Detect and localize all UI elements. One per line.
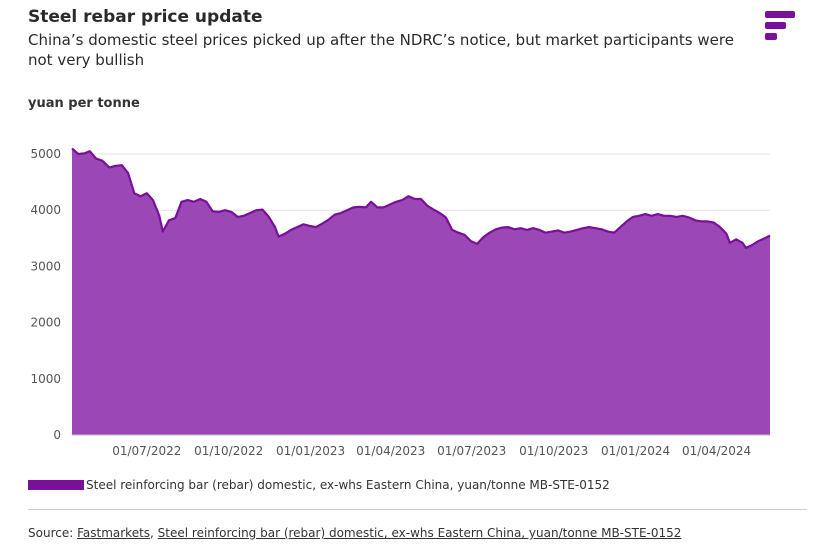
x-tick-label: 01/07/2023 bbox=[437, 444, 506, 458]
area-fill bbox=[72, 148, 770, 435]
divider bbox=[28, 509, 807, 510]
x-tick-label: 01/10/2023 bbox=[519, 444, 588, 458]
legend: Steel reinforcing bar (rebar) domestic, … bbox=[28, 478, 610, 492]
chart-subtitle: China’s domestic steel prices picked up … bbox=[28, 31, 734, 69]
y-tick-label: 0 bbox=[53, 428, 61, 442]
series-line bbox=[71, 147, 771, 249]
source-prefix: Source: bbox=[28, 526, 78, 540]
x-tick-label: 01/07/2022 bbox=[112, 444, 181, 458]
y-tick-label: 1000 bbox=[30, 372, 61, 386]
y-axis-label: yuan per tonne bbox=[28, 96, 140, 111]
source-line: Source: Fastmarkets, Steel reinforcing b… bbox=[28, 526, 681, 540]
legend-label: Steel reinforcing bar (rebar) domestic, … bbox=[86, 478, 610, 492]
source-link-series[interactable]: Steel reinforcing bar (rebar) domestic, … bbox=[157, 526, 682, 540]
source-link-fastmarkets[interactable]: Fastmarkets bbox=[77, 526, 151, 540]
x-tick-label: 01/01/2023 bbox=[276, 444, 345, 458]
x-tick-label: 01/10/2022 bbox=[194, 444, 263, 458]
x-tick-label: 01/04/2024 bbox=[682, 444, 751, 458]
brand-logo-icon bbox=[765, 11, 795, 40]
x-tick-label: 01/04/2023 bbox=[356, 444, 425, 458]
y-tick-label: 2000 bbox=[30, 316, 61, 330]
legend-swatch bbox=[28, 480, 84, 490]
area-chart: 0 1000 2000 3000 4000 5000 01/07/2022 01/10/202… bbox=[30, 147, 771, 458]
y-tick-label: 4000 bbox=[30, 203, 61, 217]
chart-title: Steel rebar price update bbox=[28, 7, 263, 27]
y-tick-label: 5000 bbox=[30, 147, 61, 161]
source-separator: , bbox=[150, 526, 158, 540]
y-tick-label: 3000 bbox=[30, 259, 61, 273]
x-tick-label: 01/01/2024 bbox=[601, 444, 670, 458]
